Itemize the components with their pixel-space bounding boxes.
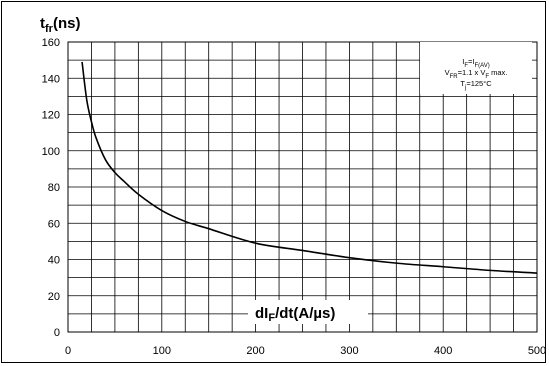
y-tick-label: 0 (54, 327, 60, 339)
y-tick-label: 120 (42, 110, 60, 122)
annotation-box: IF=IF(AV) VFR=1.1 x VF max. Tj=125°C (420, 42, 532, 94)
y-tick-label: 60 (48, 218, 60, 230)
x-axis-label-group: dIF/dt(A/µs) (248, 300, 368, 324)
y-tick-label: 20 (48, 291, 60, 303)
y-tick-label: 80 (48, 182, 60, 194)
tick-labels: 0 20 40 60 80 100 120 140 160 0 100 200 300 400 500 (42, 37, 547, 357)
x-tick-label: 300 (340, 345, 358, 357)
y-tick-label: 100 (42, 146, 60, 158)
annotation-line-2: VFR=1.1 x VF max. (445, 68, 508, 80)
y-tick-label: 160 (42, 37, 60, 49)
y-axis-label: tfr(ns) (40, 15, 80, 35)
y-tick-label: 40 (48, 255, 60, 267)
x-tick-label: 400 (434, 345, 452, 357)
annotation-line-3: Tj=125°C (460, 79, 492, 91)
annotation-line-1: IF=IF(AV) (462, 57, 489, 69)
x-tick-label: 0 (65, 345, 71, 357)
y-tick-label: 140 (42, 73, 60, 85)
x-tick-label: 500 (528, 345, 546, 357)
x-axis-label: dIF/dt(A/µs) (255, 305, 335, 324)
series-layer (81, 61, 538, 274)
x-tick-label: 100 (153, 345, 171, 357)
series-line (81, 61, 538, 274)
x-tick-label: 200 (246, 345, 264, 357)
plot-border (67, 41, 538, 333)
